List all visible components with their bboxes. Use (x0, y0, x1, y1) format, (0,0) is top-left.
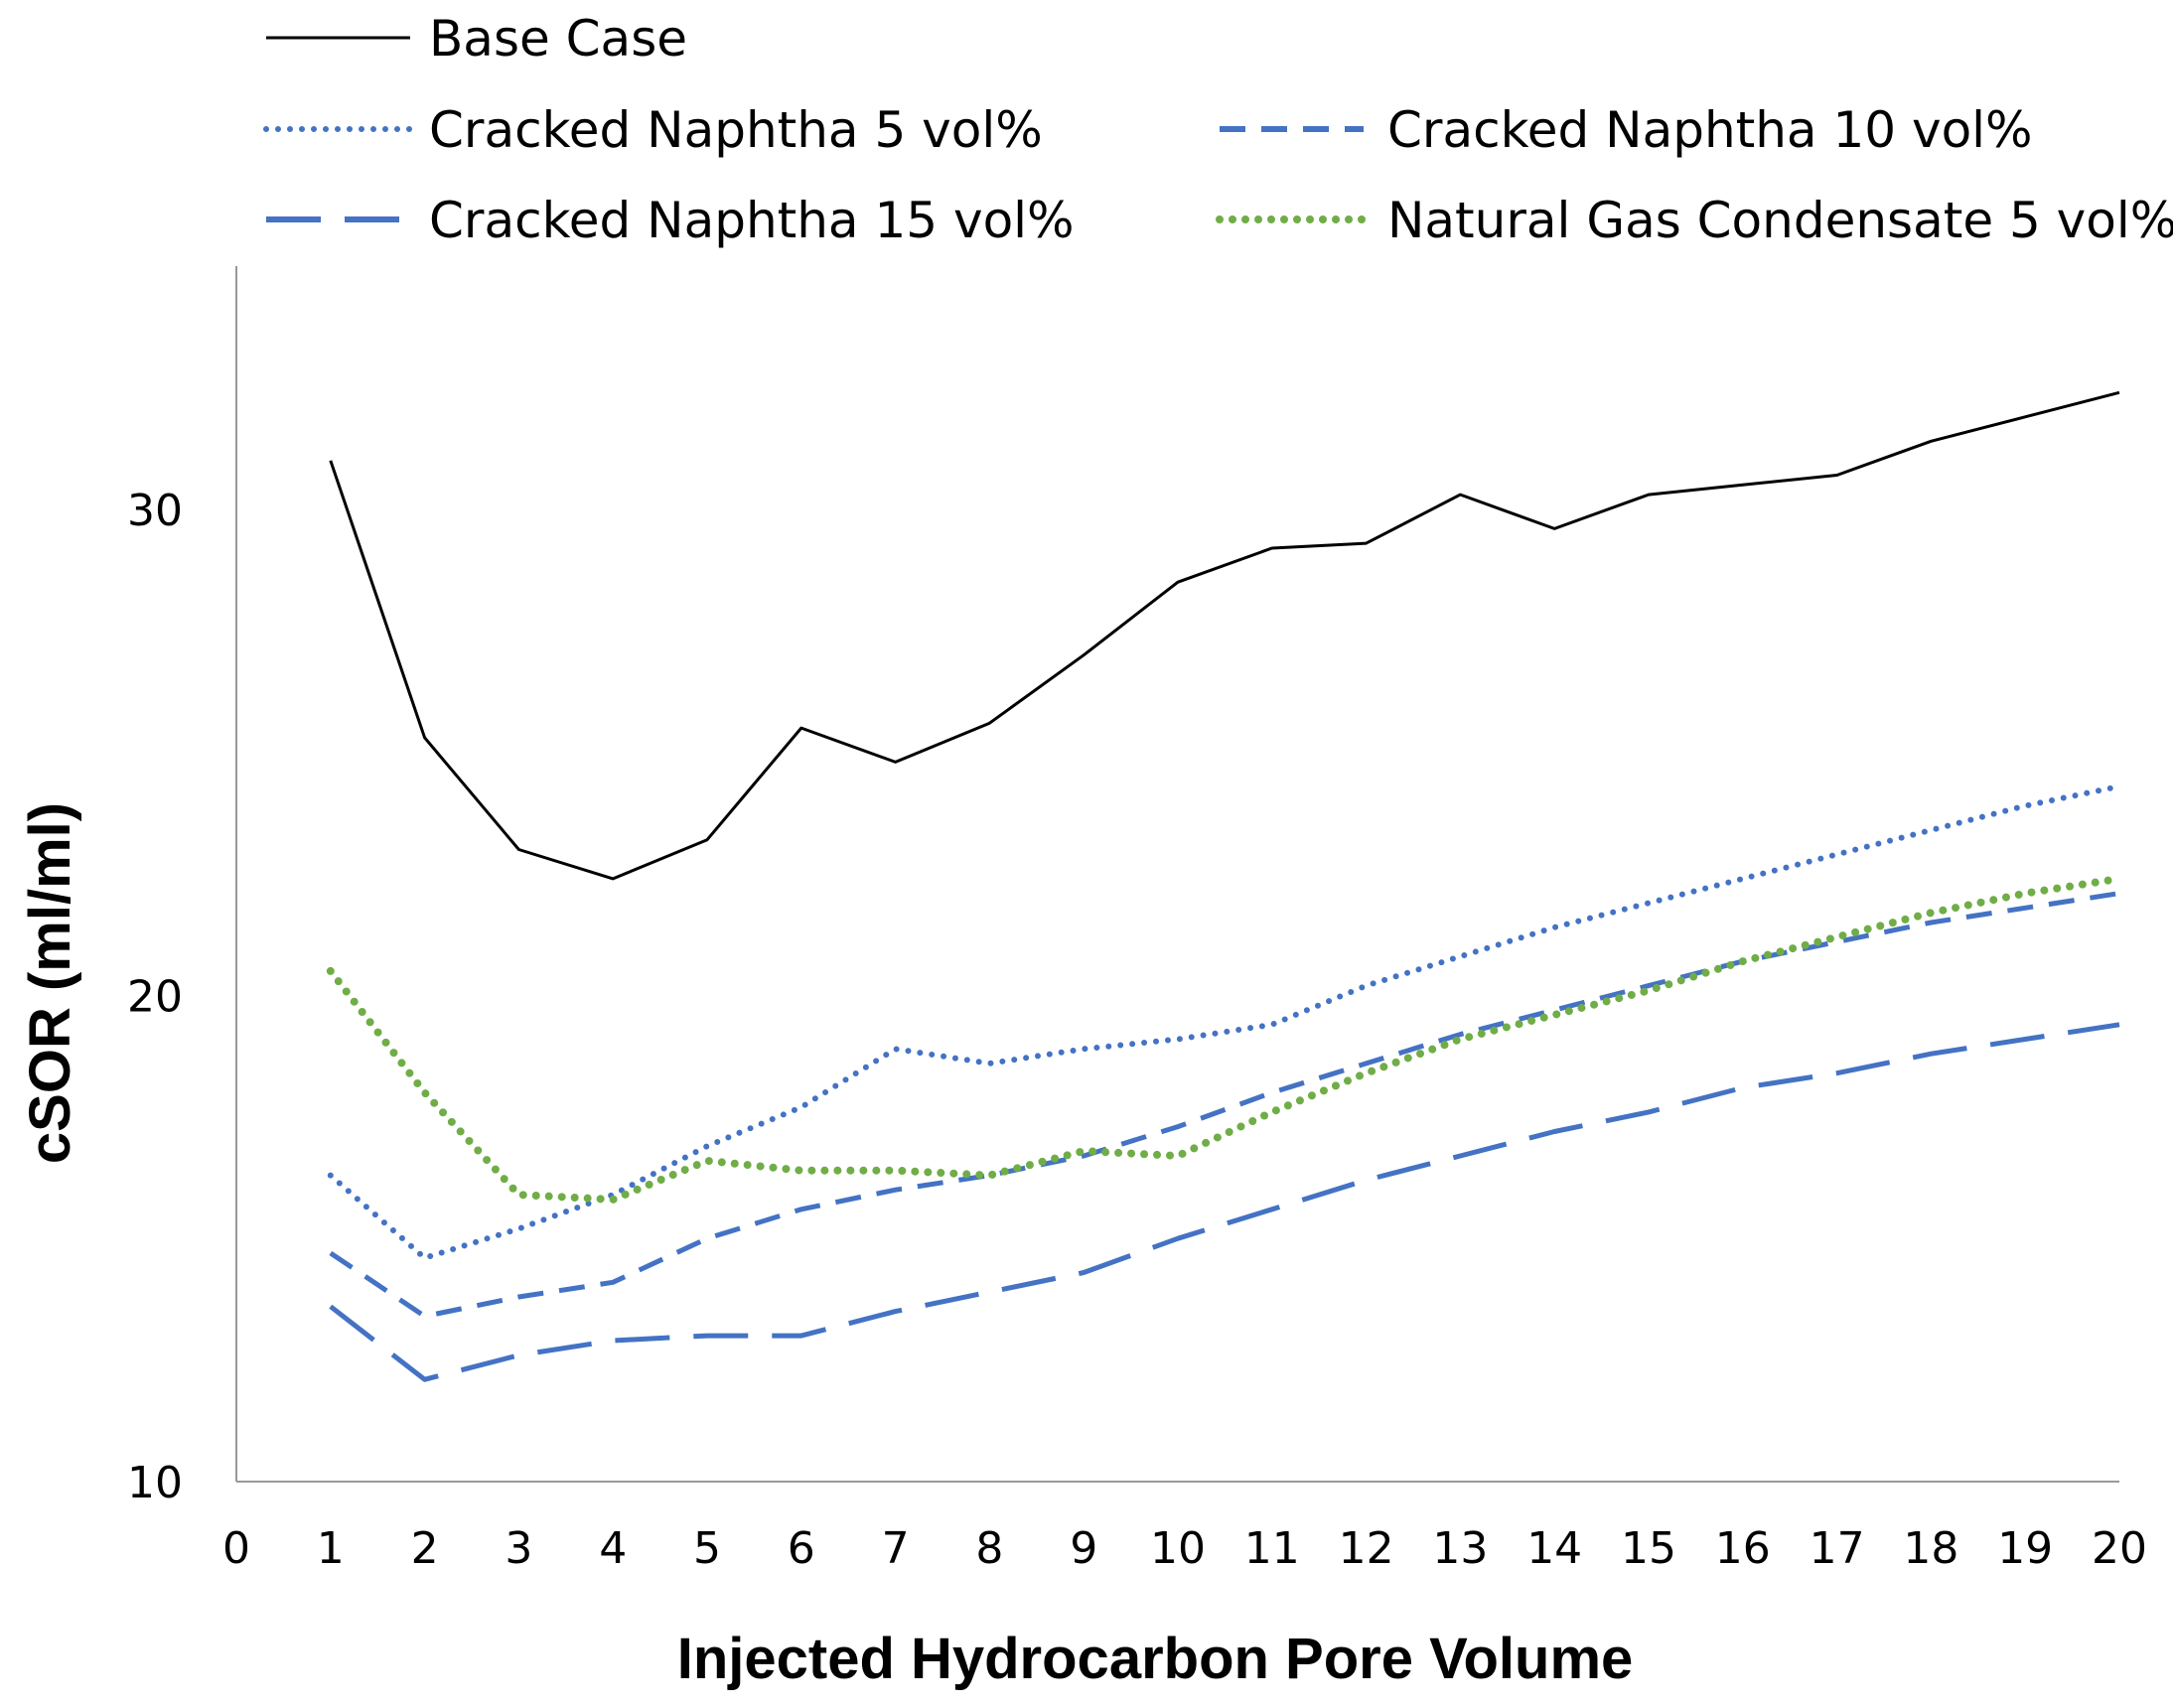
x-tick-label: 0 (222, 1523, 250, 1574)
x-tick-label: 6 (788, 1523, 815, 1574)
y-tick-label: 30 (127, 486, 183, 536)
series-line-cracked-naphtha-15-vol (329, 1022, 2120, 1382)
legend-entry-natural-gas-condensate-5: Natural Gas Condensate 5 vol% (1216, 192, 2173, 249)
plot-area (326, 390, 2123, 1382)
legend-entry-base-case: Base Case (266, 10, 687, 68)
x-tick-label: 3 (505, 1523, 532, 1574)
x-tick-label: 14 (1526, 1523, 1582, 1574)
x-axis-title: Injected Hydrocarbon Pore Volume (677, 1627, 1634, 1691)
x-tick-label: 15 (1621, 1523, 1676, 1574)
x-tick-label: 7 (882, 1523, 910, 1574)
legend-label-cracked-naphtha-10: Cracked Naphtha 10 vol% (1387, 101, 2033, 159)
x-tick-label: 2 (411, 1523, 439, 1574)
y-tick-label: 10 (127, 1458, 183, 1508)
x-tick-label: 17 (1810, 1523, 1865, 1574)
x-tick-label: 9 (1070, 1523, 1097, 1574)
y-tick-labels: 10 20 30 (127, 486, 183, 1508)
x-tick-label: 16 (1715, 1523, 1771, 1574)
series-line-natural-gas-condensate-5-vol (326, 874, 2123, 1204)
x-tick-label: 20 (2092, 1523, 2147, 1574)
legend: Base Case Cracked Naphtha 5 vol% Cracked… (263, 10, 2173, 249)
series-line-cracked-naphtha-5-vol (327, 783, 2122, 1261)
legend-entry-cracked-naphtha-15: Cracked Naphtha 15 vol% (266, 192, 1075, 249)
series-line-cracked-naphtha-10-vol (329, 891, 2120, 1319)
x-tick-label: 12 (1339, 1523, 1394, 1574)
legend-label-natural-gas-condensate-5: Natural Gas Condensate 5 vol% (1387, 192, 2173, 249)
x-tick-label: 4 (599, 1523, 627, 1574)
x-tick-label: 19 (1997, 1523, 2053, 1574)
x-tick-label: 18 (1903, 1523, 1958, 1574)
legend-entry-cracked-naphtha-5: Cracked Naphtha 5 vol% (263, 101, 1043, 159)
x-tick-label: 13 (1432, 1523, 1488, 1574)
legend-label-cracked-naphtha-15: Cracked Naphtha 15 vol% (429, 192, 1075, 249)
y-axis-title: cSOR (ml/ml) (18, 802, 82, 1164)
x-tick-label: 10 (1150, 1523, 1206, 1574)
legend-label-cracked-naphtha-5: Cracked Naphtha 5 vol% (429, 101, 1043, 159)
x-tick-label: 5 (693, 1523, 721, 1574)
series-line-base-case (329, 390, 2120, 881)
y-tick-label: 20 (127, 971, 183, 1022)
x-tick-labels: 0 1 2 3 4 5 6 7 8 9 10 11 12 13 14 15 16 17 18 19 20 (222, 1523, 2147, 1574)
legend-entry-cracked-naphtha-10: Cracked Naphtha 10 vol% (1220, 101, 2033, 159)
legend-label-base-case: Base Case (429, 10, 687, 68)
x-tick-label: 11 (1244, 1523, 1300, 1574)
x-tick-label: 1 (317, 1523, 345, 1574)
x-tick-label: 8 (975, 1523, 1003, 1574)
